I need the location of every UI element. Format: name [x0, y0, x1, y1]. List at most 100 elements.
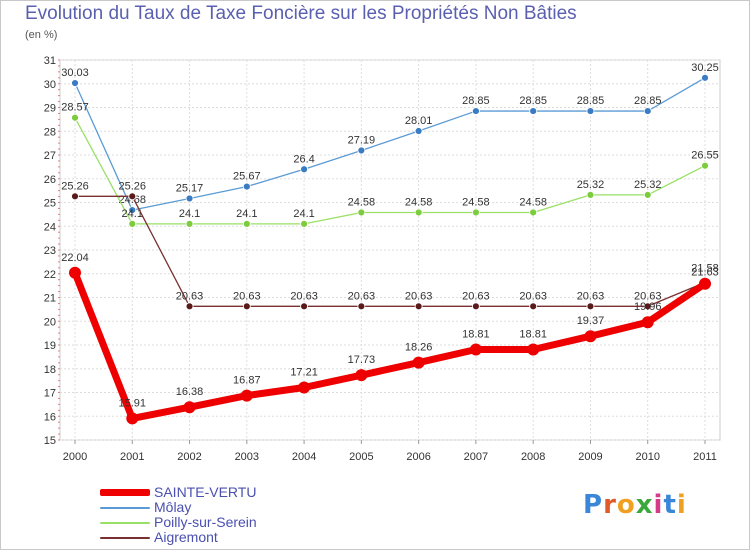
- data-label: 30.03: [61, 67, 89, 79]
- data-label: 20.63: [233, 290, 261, 302]
- data-label: 21.63: [691, 267, 719, 279]
- x-tick-label: 2004: [292, 451, 316, 463]
- y-tick-label: 17: [44, 388, 56, 400]
- data-label: 24.1: [122, 208, 143, 220]
- data-label: 25.26: [119, 180, 147, 192]
- data-label: 24.1: [293, 208, 314, 220]
- data-point: [242, 182, 251, 191]
- data-point: [643, 190, 652, 199]
- data-point: [472, 208, 480, 217]
- proxiti-logo: Proxiti: [583, 490, 687, 520]
- legend-swatch-poilly-sur-serein: [100, 521, 150, 524]
- data-label: 15.91: [119, 397, 147, 409]
- data-point: [357, 208, 366, 217]
- legend-item-molay[interactable]: Môlay: [100, 500, 257, 515]
- series-line: [71, 271, 707, 422]
- y-tick-label: 18: [44, 364, 56, 376]
- data-label: 17.73: [348, 354, 376, 366]
- x-tick-label: 2003: [235, 451, 259, 463]
- legend-label-sainte-vertu: SAINTE-VERTU: [154, 484, 257, 500]
- data-label: 22.04: [61, 252, 89, 264]
- data-label: 26.4: [293, 153, 314, 165]
- logo-letter: r: [603, 490, 617, 520]
- data-label: 25.32: [634, 179, 662, 191]
- logo-letter: t: [663, 490, 677, 520]
- data-point: [183, 401, 196, 414]
- y-tick-label: 19: [44, 340, 56, 352]
- data-point: [469, 343, 482, 356]
- legend-item-aigremont[interactable]: Aigremont: [100, 530, 257, 545]
- data-label: 20.63: [634, 290, 662, 302]
- data-point: [242, 302, 251, 311]
- data-point: [586, 302, 595, 311]
- data-point: [185, 219, 194, 228]
- data-point: [529, 107, 538, 115]
- legend-item-sainte-vertu[interactable]: SAINTE-VERTU: [100, 485, 257, 500]
- x-tick-label: 2008: [521, 451, 545, 463]
- series-line: [74, 77, 706, 211]
- data-point: [185, 302, 194, 311]
- data-point: [529, 208, 538, 217]
- data-label: 28.85: [634, 95, 662, 107]
- logo-letter: i: [653, 490, 664, 520]
- x-tick-label: 2011: [693, 451, 717, 463]
- x-tick-label: 2002: [177, 451, 201, 463]
- data-point: [128, 192, 137, 201]
- legend-item-poilly-sur-serein[interactable]: Poilly-sur-Serein: [100, 515, 257, 530]
- data-point: [300, 219, 308, 228]
- y-tick-label: 29: [44, 103, 56, 115]
- data-point: [355, 369, 368, 382]
- x-tick-label: 2001: [120, 451, 144, 463]
- data-point: [71, 192, 79, 201]
- x-tick-label: 2007: [464, 451, 488, 463]
- data-label: 18.81: [462, 329, 490, 341]
- data-label: 25.32: [577, 179, 605, 191]
- data-point: [357, 146, 366, 155]
- y-tick-label: 22: [44, 269, 56, 281]
- data-label: 25.26: [61, 180, 89, 192]
- data-label: 24.58: [519, 196, 547, 208]
- y-tick-label: 25: [44, 198, 56, 210]
- data-point: [185, 194, 194, 203]
- data-point: [641, 316, 654, 329]
- legend-swatch-aigremont: [100, 536, 150, 539]
- data-point: [527, 343, 540, 356]
- data-point: [643, 302, 652, 311]
- logo-letter: x: [635, 490, 654, 520]
- data-point: [586, 190, 595, 199]
- y-tick-label: 28: [44, 126, 56, 138]
- data-point: [586, 107, 595, 115]
- data-point: [643, 107, 652, 115]
- data-label: 27.19: [348, 134, 376, 146]
- y-tick-label: 15: [44, 435, 56, 447]
- data-point: [472, 302, 480, 311]
- data-point: [414, 208, 423, 217]
- y-tick-label: 20: [44, 316, 56, 328]
- series-line: [74, 117, 706, 225]
- data-point: [128, 206, 137, 215]
- data-point: [472, 107, 480, 115]
- legend: SAINTE-VERTU Môlay Poilly-sur-Serein Aig…: [100, 485, 257, 545]
- data-label: 24.1: [236, 208, 257, 220]
- data-label: 24.1: [179, 208, 200, 220]
- data-point: [414, 127, 423, 135]
- legend-swatch-molay: [100, 506, 150, 509]
- data-label: 28.85: [577, 95, 605, 107]
- data-label: 19.96: [634, 301, 662, 313]
- data-point: [584, 330, 597, 343]
- data-point: [240, 389, 253, 402]
- legend-label-molay: Môlay: [154, 499, 192, 515]
- data-label: 25.17: [176, 182, 204, 194]
- x-tick-label: 2006: [406, 451, 430, 463]
- y-tick-label: 27: [44, 150, 56, 162]
- data-point: [701, 161, 709, 170]
- data-point: [414, 302, 423, 311]
- legend-label-aigremont: Aigremont: [154, 529, 218, 545]
- data-label: 16.38: [176, 386, 204, 398]
- data-point: [298, 381, 311, 394]
- y-tick-label: 21: [44, 293, 56, 305]
- data-label: 16.87: [233, 375, 261, 387]
- y-tick-label: 23: [44, 245, 56, 257]
- data-label: 21.58: [691, 263, 719, 275]
- data-label: 24.58: [462, 196, 490, 208]
